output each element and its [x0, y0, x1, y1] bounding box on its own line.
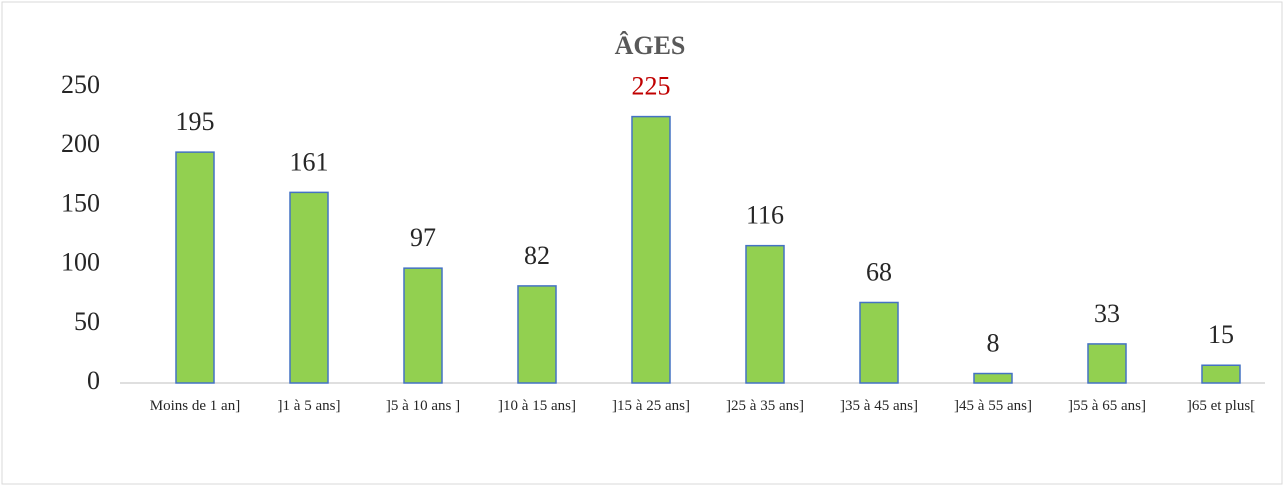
- y-tick-label: 250: [61, 70, 100, 99]
- x-tick-label: ]15 à 25 ans]: [612, 398, 690, 414]
- bar: [1201, 364, 1241, 384]
- bar: [289, 191, 329, 384]
- x-tick-label: ]35 à 45 ans]: [840, 398, 918, 414]
- data-label: 97: [410, 223, 436, 252]
- bar: [745, 244, 785, 384]
- x-tick-label: Moins de 1 an]: [149, 398, 241, 414]
- x-tick-label: ]25 à 35 ans]: [726, 398, 804, 414]
- data-label: 33: [1094, 299, 1120, 328]
- bar: [973, 372, 1013, 384]
- data-label: 116: [746, 201, 784, 230]
- x-tick-label: ]65 et plus[: [1186, 398, 1256, 414]
- y-tick-label: 200: [61, 129, 100, 158]
- bar: [175, 151, 215, 384]
- bar: [1087, 343, 1127, 384]
- chart-title: ÂGES: [615, 31, 686, 60]
- data-label: 8: [987, 328, 1000, 357]
- bar: [517, 285, 557, 384]
- data-label: 68: [866, 257, 892, 286]
- x-tick-label: ]1 à 5 ans]: [277, 398, 341, 414]
- y-tick-label: 150: [61, 188, 100, 217]
- data-label: 161: [290, 147, 329, 176]
- x-tick-label: ]10 à 15 ans]: [498, 398, 576, 414]
- x-tick-label: ]5 à 10 ans ]: [385, 398, 461, 414]
- bar: [403, 267, 443, 384]
- x-tick-label: ]55 à 65 ans]: [1068, 398, 1146, 414]
- y-tick-label: 0: [87, 366, 100, 395]
- y-tick-label: 100: [61, 248, 100, 277]
- data-label: 195: [176, 107, 215, 136]
- bar: [859, 301, 899, 384]
- data-label: 82: [524, 241, 550, 270]
- y-tick-label: 50: [74, 307, 100, 336]
- bar: [631, 115, 671, 384]
- data-label: 225: [632, 72, 671, 101]
- data-label: 15: [1208, 320, 1234, 349]
- x-tick-label: ]45 à 55 ans]: [954, 398, 1032, 414]
